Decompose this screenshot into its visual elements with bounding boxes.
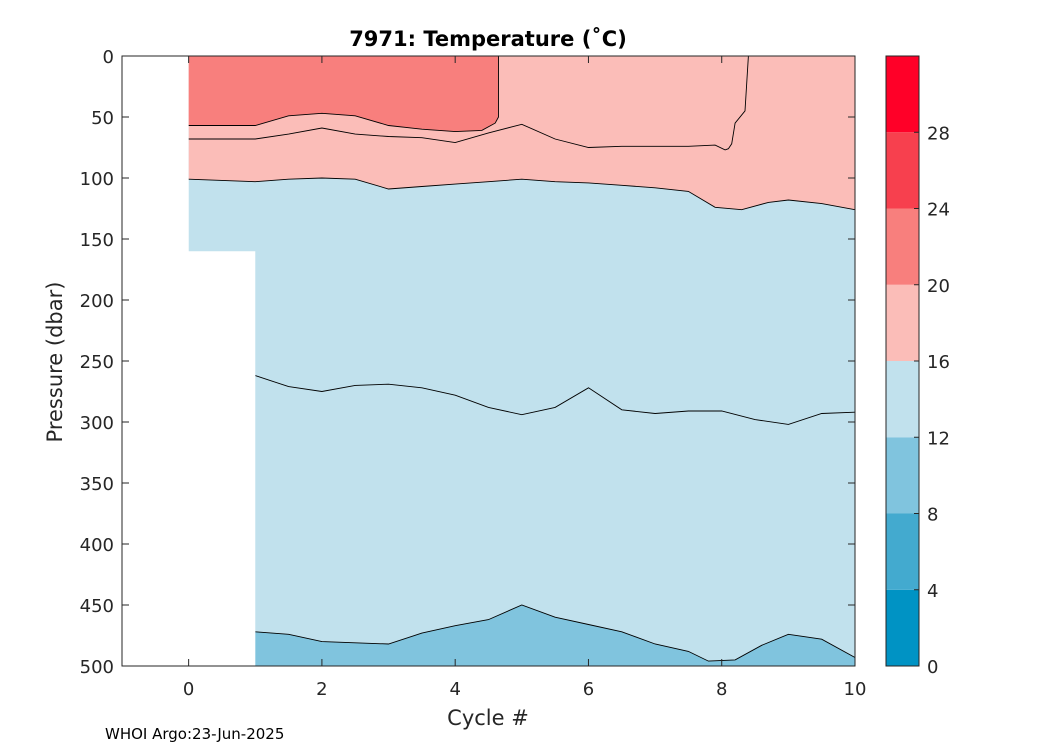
y-tick-label: 500 [80, 657, 114, 678]
colorbar-swatch [886, 437, 919, 514]
y-tick-label: 200 [80, 291, 114, 312]
colorbar-swatch [886, 56, 919, 133]
y-tick-label: 50 [91, 108, 114, 129]
region-8-12 [255, 605, 856, 666]
x-tick-label: 10 [844, 679, 867, 700]
colorbar-tick-label: 28 [927, 123, 950, 144]
colorbar-tick-label: 0 [927, 657, 938, 678]
colorbar-swatch [886, 208, 919, 285]
colorbar-swatch [886, 513, 919, 590]
y-tick-label: 150 [80, 230, 114, 251]
contour-line-16 [188, 177, 856, 211]
colorbar-swatch [886, 132, 919, 209]
y-tick-label: 250 [80, 352, 114, 373]
y-axis: 0 50 100 150 200 250 300 350 400 450 500 [80, 47, 855, 678]
y-tick-label: 350 [80, 474, 114, 495]
colorbar-tick-label: 16 [927, 352, 950, 373]
colorbar-tick-label: 4 [927, 581, 938, 602]
colorbar-tick-label: 20 [927, 276, 950, 297]
contour-line-8 [255, 604, 856, 662]
colorbar-swatch [886, 589, 919, 666]
y-tick-label: 0 [103, 47, 114, 68]
y-tick-label: 450 [80, 596, 114, 617]
plot-area [121, 55, 856, 667]
x-tick-label: 6 [583, 679, 594, 700]
y-tick-label: 300 [80, 413, 114, 434]
x-tick-label: 4 [449, 679, 460, 700]
region-20-24 [188, 56, 499, 132]
colorbar-tick-label: 8 [927, 505, 938, 526]
contour-line-20 [188, 56, 749, 151]
contour-line-24 [188, 56, 499, 133]
colorbar-swatch [886, 284, 919, 361]
x-tick-label: 2 [316, 679, 327, 700]
x-tick-label: 0 [183, 679, 194, 700]
colorbar-tick-label: 24 [927, 200, 950, 221]
y-tick-label: 100 [80, 169, 114, 190]
y-axis-title: Pressure (dbar) [43, 282, 67, 443]
colorbar-tick-label: 12 [927, 428, 950, 449]
contour-line-12 [255, 375, 856, 425]
chart-title: 7971: Temperature (˚C) [349, 27, 627, 51]
y-tick-label: 400 [80, 535, 114, 556]
colorbar-swatch [886, 361, 919, 438]
x-axis-title: Cycle # [447, 706, 529, 730]
footer-credit: WHOI Argo:23-Jun-2025 [105, 725, 285, 743]
colorbar: 0 4 8 12 16 20 24 28 [885, 55, 950, 678]
x-axis: 0 2 4 6 8 10 [183, 56, 867, 700]
x-tick-label: 8 [716, 679, 727, 700]
